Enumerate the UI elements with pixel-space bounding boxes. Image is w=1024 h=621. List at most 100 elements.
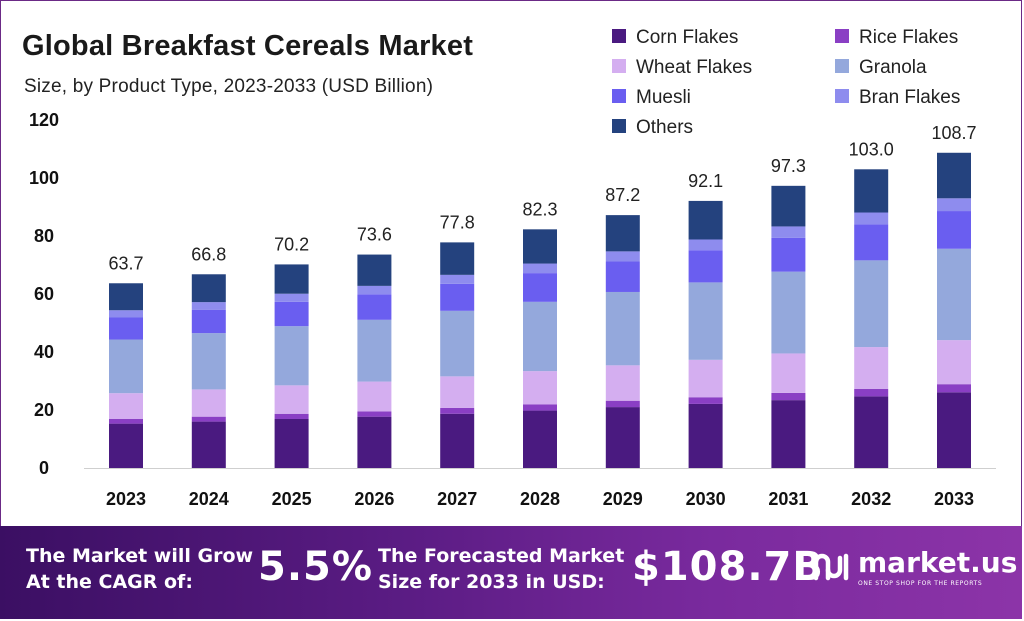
cagr-label-line2: At the CAGR of: <box>26 571 193 593</box>
bar-segment-muesli <box>523 273 557 302</box>
bar-segment-wheat-flakes <box>274 385 309 414</box>
bar-segment-bran-flakes <box>605 251 640 262</box>
bar-segment-rice-flakes <box>523 404 557 411</box>
bar-segment-others <box>357 254 392 286</box>
bar-segment-granola <box>688 282 723 360</box>
bar-segment-corn-flakes <box>688 403 723 468</box>
bar-segment-bran-flakes <box>688 239 723 251</box>
bar-segment-rice-flakes <box>440 407 475 414</box>
bar-segment-others <box>605 215 640 252</box>
bar-segment-bran-flakes <box>771 226 806 238</box>
stacked-bar-chart: 0 20 40 60 80 100 120 63.7 2023 66.8 2024 70.2 2025 7… <box>29 27 996 509</box>
bar-segment-rice-flakes <box>274 413 309 419</box>
legend-label: Muesli <box>636 87 691 108</box>
bar-total-label: 66.8 <box>191 244 226 264</box>
bar-segment-granola <box>357 319 392 382</box>
bar-total-label: 103.0 <box>849 139 894 159</box>
legend-swatch <box>612 119 626 133</box>
bar-segment-granola <box>109 339 143 394</box>
y-tick-label: 40 <box>34 342 54 362</box>
brand[interactable]: market.us ONE STOP SHOP FOR THE REPORTS <box>812 548 1017 588</box>
bar-segment-rice-flakes <box>937 384 971 393</box>
bar-segment-corn-flakes <box>854 396 889 468</box>
legend-swatch <box>835 59 849 73</box>
legend-label: Others <box>636 117 693 138</box>
bar-segment-others <box>937 152 971 199</box>
x-tick-label: 2025 <box>272 489 312 509</box>
bar-total-label: 63.7 <box>108 253 143 273</box>
bar-segment-bran-flakes <box>191 302 226 310</box>
legend-swatch <box>612 29 626 43</box>
x-tick-label: 2027 <box>437 489 477 509</box>
chart-title: Global Breakfast Cereals Market <box>22 30 474 62</box>
bar-segment-wheat-flakes <box>771 353 806 393</box>
bar-total-label: 97.3 <box>771 156 806 176</box>
bar-segment-wheat-flakes <box>109 393 143 419</box>
bar-segment-corn-flakes <box>771 400 806 468</box>
bar-segment-rice-flakes <box>109 418 143 424</box>
bar-total-label: 87.2 <box>605 185 640 205</box>
cagr-label-line1: The Market will Grow <box>26 545 254 567</box>
bar-segment-rice-flakes <box>688 397 723 404</box>
x-tick-label: 2032 <box>851 489 891 509</box>
legend-label: Rice Flakes <box>859 27 958 48</box>
bar-segment-muesli <box>109 317 143 340</box>
bar-segment-others <box>109 283 143 311</box>
bar-segment-corn-flakes <box>605 407 640 468</box>
bar-segment-wheat-flakes <box>191 389 226 417</box>
bar-segment-granola <box>605 291 640 366</box>
bar-segment-corn-flakes <box>440 413 475 468</box>
bar-segment-muesli <box>274 301 309 327</box>
y-tick-label: 100 <box>29 168 59 188</box>
bar-total-label: 108.7 <box>931 123 976 143</box>
bar-total-label: 77.8 <box>440 212 475 232</box>
bar-segment-wheat-flakes <box>357 381 392 412</box>
bar-segment-bran-flakes <box>274 293 309 302</box>
bar-segment-granola <box>523 301 557 372</box>
forecast-value: $108.7B <box>632 544 824 590</box>
chart-subtitle: Size, by Product Type, 2023-2033 (USD Bi… <box>24 76 434 97</box>
x-tick-label: 2026 <box>354 489 394 509</box>
x-tick-label: 2030 <box>686 489 726 509</box>
bar-segment-wheat-flakes <box>440 376 475 408</box>
legend-label: Bran Flakes <box>859 87 960 108</box>
bar-segment-granola <box>274 326 309 386</box>
x-tick-label: 2024 <box>189 489 229 509</box>
bar-segment-muesli <box>357 294 392 320</box>
bar-segment-muesli <box>937 211 971 249</box>
cagr-label: The Market will Grow At the CAGR of: <box>26 543 253 595</box>
bar-segment-bran-flakes <box>440 274 475 284</box>
bar-segment-others <box>523 229 557 264</box>
bar-segment-granola <box>771 271 806 354</box>
y-tick-label: 120 <box>29 110 59 130</box>
bar-segment-rice-flakes <box>854 388 889 397</box>
x-tick-label: 2028 <box>520 489 560 509</box>
bar-segment-granola <box>854 260 889 348</box>
bar-segment-corn-flakes <box>937 392 971 468</box>
brand-tagline: ONE STOP SHOP FOR THE REPORTS <box>858 580 983 587</box>
bar-segment-others <box>191 274 226 303</box>
bar-segment-others <box>854 169 889 213</box>
bar-segment-corn-flakes <box>274 418 309 468</box>
legend-swatch <box>835 89 849 103</box>
bar-segment-muesli <box>854 224 889 261</box>
bar-segment-muesli <box>605 261 640 292</box>
bar-segment-others <box>771 185 806 227</box>
legend-label: Granola <box>859 57 927 78</box>
y-tick-label: 20 <box>34 400 54 420</box>
bar-segment-wheat-flakes <box>523 371 557 405</box>
legend-label: Wheat Flakes <box>636 57 752 78</box>
bar-total-label: 82.3 <box>522 199 557 219</box>
forecast-label-line2: Size for 2033 in USD: <box>378 571 605 593</box>
bar-segment-granola <box>440 310 475 377</box>
bar-segment-bran-flakes <box>854 212 889 225</box>
bar-total-label: 73.6 <box>357 225 392 245</box>
bar-segment-muesli <box>191 309 226 334</box>
bar-total-label: 70.2 <box>274 234 309 254</box>
bar-segment-rice-flakes <box>605 400 640 408</box>
bar-segment-bran-flakes <box>523 263 557 274</box>
bar-segment-corn-flakes <box>523 410 557 468</box>
forecast-label: The Forecasted Market Size for 2033 in U… <box>378 543 624 595</box>
bar-segment-granola <box>191 333 226 390</box>
bar-segment-others <box>688 200 723 240</box>
